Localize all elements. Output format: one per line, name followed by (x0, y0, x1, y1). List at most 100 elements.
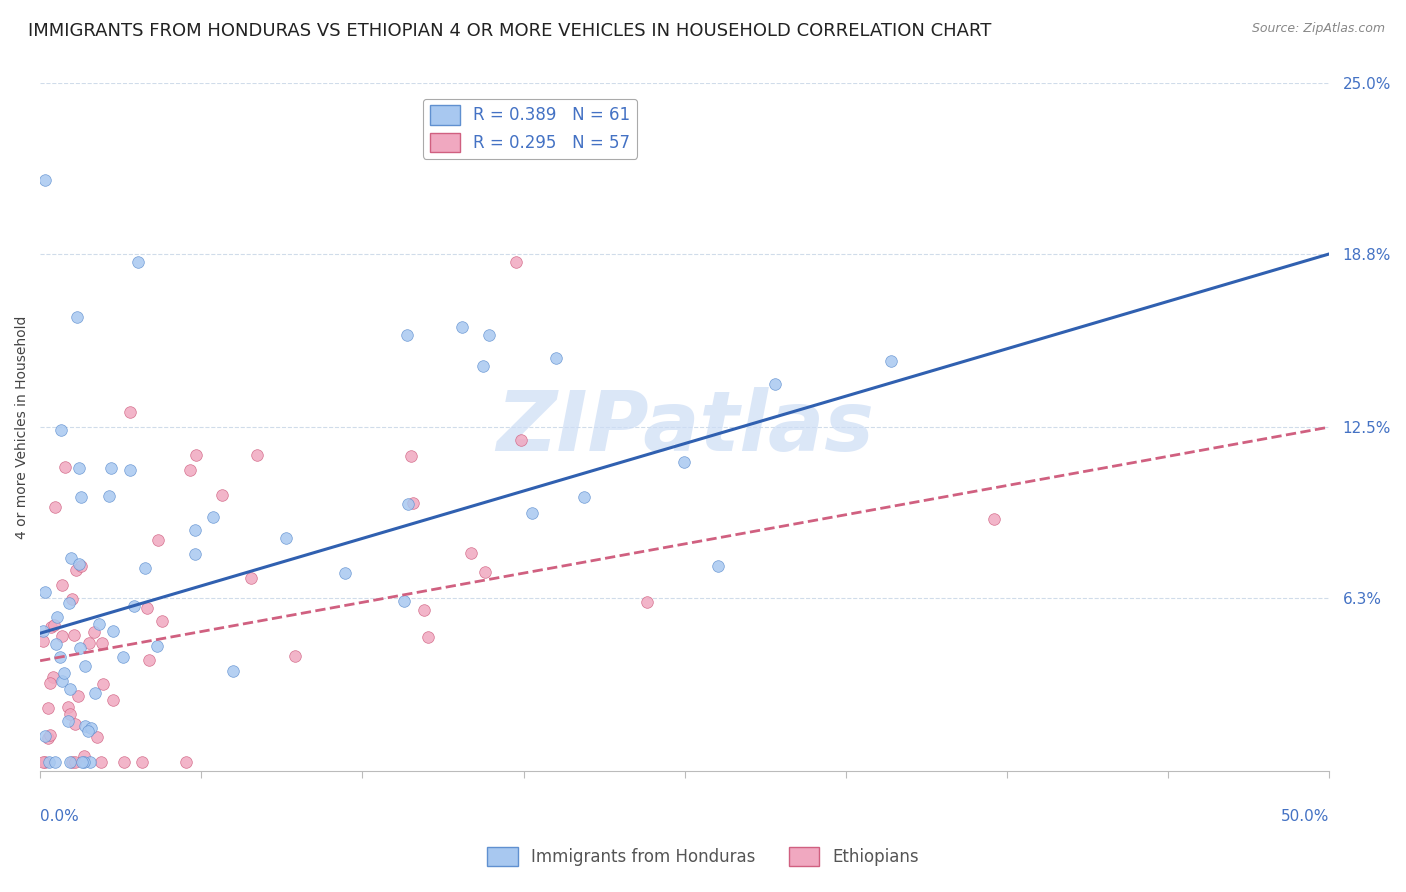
Point (65, 562, 87, 576)
Point (118, 463, 141, 477)
Point (112, 756, 135, 770)
Point (184, 523, 207, 537)
Point (70, 756, 93, 770)
Point (66, 310, 89, 325)
Point (77, 724, 100, 739)
Point (763, 376, 786, 391)
Point (49, 423, 72, 437)
Point (69, 490, 91, 504)
Point (276, 531, 298, 545)
Point (45, 637, 67, 651)
Point (83, 625, 105, 640)
Point (131, 756, 153, 770)
Point (34, 730, 56, 744)
Point (60, 756, 83, 770)
Text: Source: ZipAtlas.com: Source: ZipAtlas.com (1251, 22, 1385, 36)
Point (51, 629, 73, 643)
Point (59, 681, 82, 696)
Point (91, 677, 114, 691)
Point (134, 561, 156, 575)
Point (179, 463, 201, 477)
Point (44, 618, 66, 632)
Point (53, 666, 76, 681)
Point (49, 649, 72, 664)
Point (245, 448, 267, 462)
Point (211, 488, 233, 502)
Point (44, 756, 66, 770)
Point (44, 500, 66, 514)
Point (73, 748, 96, 763)
Point (90, 756, 112, 770)
Text: 50.0%: 50.0% (1281, 808, 1330, 823)
Point (98, 489, 121, 503)
Point (38, 728, 60, 742)
Point (46, 609, 69, 624)
Point (124, 599, 146, 613)
Point (127, 255, 149, 269)
Point (62, 591, 84, 606)
Point (65, 716, 87, 731)
Point (67, 557, 90, 571)
Point (67, 461, 90, 475)
Point (240, 572, 263, 586)
Point (416, 630, 439, 644)
Point (183, 547, 205, 561)
Point (111, 650, 134, 665)
Point (474, 565, 496, 579)
Point (58, 596, 80, 610)
Point (34, 585, 56, 599)
Point (84, 686, 107, 700)
Point (34, 172, 56, 186)
Point (38, 676, 60, 690)
Legend: Immigrants from Honduras, Ethiopians: Immigrants from Honduras, Ethiopians (481, 840, 925, 873)
Point (59, 706, 82, 721)
Point (80, 721, 103, 735)
Point (51, 674, 73, 689)
Point (574, 490, 596, 504)
Point (201, 509, 224, 524)
Point (333, 566, 356, 581)
Point (222, 664, 245, 678)
Point (65, 756, 87, 770)
Point (150, 614, 173, 628)
Point (472, 359, 495, 374)
Point (394, 594, 416, 608)
Point (77, 635, 100, 649)
Point (509, 433, 531, 447)
Point (396, 497, 419, 511)
Point (636, 595, 658, 609)
Point (100, 461, 122, 475)
Point (146, 533, 169, 548)
Text: ZIPatlas: ZIPatlas (496, 386, 873, 467)
Point (56, 699, 79, 714)
Point (79, 756, 101, 770)
Point (72, 756, 94, 770)
Text: 0.0%: 0.0% (41, 808, 79, 823)
Point (395, 328, 418, 343)
Point (478, 327, 501, 342)
Point (86, 730, 108, 744)
Point (51, 578, 73, 592)
Point (184, 448, 207, 462)
Point (146, 639, 169, 653)
Point (450, 320, 472, 334)
Point (37, 701, 59, 715)
Point (69, 640, 91, 655)
Point (138, 653, 160, 667)
Point (31, 634, 53, 648)
Legend: R = 0.389   N = 61, R = 0.295   N = 57: R = 0.389 N = 61, R = 0.295 N = 57 (423, 99, 637, 159)
Point (31, 756, 53, 770)
Point (412, 603, 434, 617)
Point (880, 354, 903, 368)
Point (60, 550, 83, 565)
Point (460, 546, 482, 560)
Point (73, 718, 96, 732)
Point (31, 624, 53, 638)
Point (59, 756, 82, 770)
Point (284, 649, 307, 664)
Point (70, 559, 93, 574)
Point (37, 731, 59, 746)
Point (402, 496, 425, 510)
Point (91, 636, 114, 650)
Point (53, 459, 76, 474)
